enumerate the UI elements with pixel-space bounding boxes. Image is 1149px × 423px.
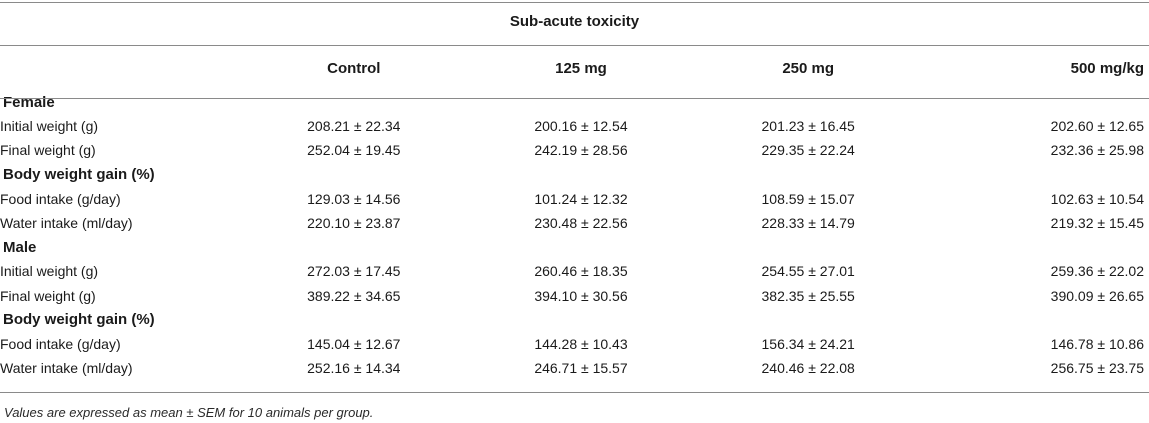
table-cell: 144.28 ± 10.43	[534, 335, 628, 352]
table-row: Water intake (ml/day) 252.16 ± 14.34 246.7…	[0, 356, 1149, 380]
table-row: Initial weight (g) 208.21 ± 22.34 200.16 ±…	[0, 114, 1149, 138]
table-row: Water intake (ml/day) 220.10 ± 23.87 230.4…	[0, 211, 1149, 235]
table-cell: 102.63 ± 10.54	[1050, 190, 1144, 207]
table-cell: 240.46 ± 22.08	[761, 360, 855, 377]
table-cell: 219.32 ± 15.45	[1050, 215, 1144, 232]
table-cell: 382.35 ± 25.55	[761, 287, 855, 304]
row-label: Initial weight (g)	[0, 118, 99, 135]
table-cell: 259.36 ± 22.02	[1050, 263, 1144, 280]
table-cell: 101.24 ± 12.32	[534, 190, 628, 207]
header-125mg: 125 mg	[555, 59, 607, 77]
table-cell	[467, 90, 694, 114]
table-row: Initial weight (g) 272.03 ± 17.45 260.46 ±…	[0, 259, 1149, 283]
table-cell: 129.03 ± 14.56	[307, 190, 401, 207]
section-label: Male	[3, 238, 37, 256]
table-cell	[467, 235, 694, 259]
header-row: Control 125 mg 250 mg 500 mg/kg	[0, 46, 1149, 90]
table-header: Control 125 mg 250 mg 500 mg/kg	[0, 46, 1149, 90]
row-label: Food intake (g/day)	[0, 335, 121, 352]
table-cell	[695, 90, 922, 114]
table-cell	[240, 308, 467, 332]
table-cell: 200.16 ± 12.54	[534, 118, 628, 135]
table-cell: 228.33 ± 14.79	[761, 215, 855, 232]
table-cell: 389.22 ± 34.65	[307, 287, 401, 304]
top-rule	[0, 2, 1149, 3]
table-cell	[922, 308, 1149, 332]
table-cell	[240, 235, 467, 259]
table-body: Female Initial weight (g) 208.21 ± 22.34 20…	[0, 90, 1149, 380]
row-label: Final weight (g)	[0, 142, 96, 159]
table-cell	[695, 163, 922, 187]
table-footnote: Values are expressed as mean ± SEM for 1…	[4, 405, 374, 420]
section-row: Male	[0, 235, 1149, 259]
table-cell: 256.75 ± 23.75	[1050, 360, 1144, 377]
section-label: Body weight gain (%)	[3, 166, 155, 184]
table-row: Food intake (g/day) 145.04 ± 12.67 144.28 …	[0, 332, 1149, 356]
row-label: Water intake (ml/day)	[0, 360, 133, 377]
section-label: Body weight gain (%)	[3, 311, 155, 329]
table-row: Final weight (g) 389.22 ± 34.65 394.10 ± 3…	[0, 284, 1149, 308]
table-row: Final weight (g) 252.04 ± 19.45 242.19 ± 2…	[0, 138, 1149, 162]
header-bottom-rule	[0, 98, 1149, 99]
spanning-header: Sub-acute toxicity	[509, 13, 640, 30]
header-250mg: 250 mg	[782, 59, 835, 77]
table-cell	[467, 163, 694, 187]
header-500mg-kg: 500 mg/kg	[1070, 59, 1144, 77]
table-cell	[922, 90, 1149, 114]
row-label: Water intake (ml/day)	[0, 215, 133, 232]
row-label: Final weight (g)	[0, 287, 96, 304]
table-cell: 254.55 ± 27.01	[761, 263, 855, 280]
header-row-label	[0, 46, 240, 90]
table-cell: 201.23 ± 16.45	[761, 118, 855, 135]
table-cell: 272.03 ± 17.45	[307, 263, 401, 280]
table-cell: 252.16 ± 14.34	[307, 360, 401, 377]
table-cell	[922, 235, 1149, 259]
table-cell: 208.21 ± 22.34	[307, 118, 401, 135]
table-cell: 108.59 ± 15.07	[761, 190, 855, 207]
table-cell: 394.10 ± 30.56	[534, 287, 628, 304]
table-cell: 232.36 ± 25.98	[1050, 142, 1144, 159]
table-cell: 202.60 ± 12.65	[1050, 118, 1144, 135]
section-row: Body weight gain (%)	[0, 163, 1149, 187]
table-cell	[467, 308, 694, 332]
row-label: Initial weight (g)	[0, 263, 99, 280]
table-cell	[922, 163, 1149, 187]
section-row: Body weight gain (%)	[0, 308, 1149, 332]
table-cell: 220.10 ± 23.87	[307, 215, 401, 232]
table-cell	[695, 235, 922, 259]
table-cell: 260.46 ± 18.35	[534, 263, 628, 280]
table-cell: 229.35 ± 22.24	[761, 142, 855, 159]
table-cell: 390.09 ± 26.65	[1050, 287, 1144, 304]
table-cell: 156.34 ± 24.21	[761, 335, 855, 352]
table-cell: 145.04 ± 12.67	[307, 335, 401, 352]
table-cell	[240, 90, 467, 114]
table-cell: 242.19 ± 28.56	[534, 142, 628, 159]
table-cell: 146.78 ± 10.86	[1050, 335, 1144, 352]
table-cell: 252.04 ± 19.45	[307, 142, 401, 159]
table-cell	[695, 308, 922, 332]
row-label: Food intake (g/day)	[0, 190, 121, 207]
table-cell: 230.48 ± 22.56	[534, 215, 628, 232]
section-label: Female	[3, 93, 55, 111]
header-control: Control	[327, 59, 381, 77]
table-cell: 246.71 ± 15.57	[534, 360, 628, 377]
spanning-header-rule	[0, 45, 1149, 46]
data-table: Control 125 mg 250 mg 500 mg/kg Female In…	[0, 46, 1149, 380]
table-cell	[240, 163, 467, 187]
bottom-rule	[0, 392, 1149, 393]
section-row: Female	[0, 90, 1149, 114]
table-row: Food intake (g/day) 129.03 ± 14.56 101.24 …	[0, 187, 1149, 211]
